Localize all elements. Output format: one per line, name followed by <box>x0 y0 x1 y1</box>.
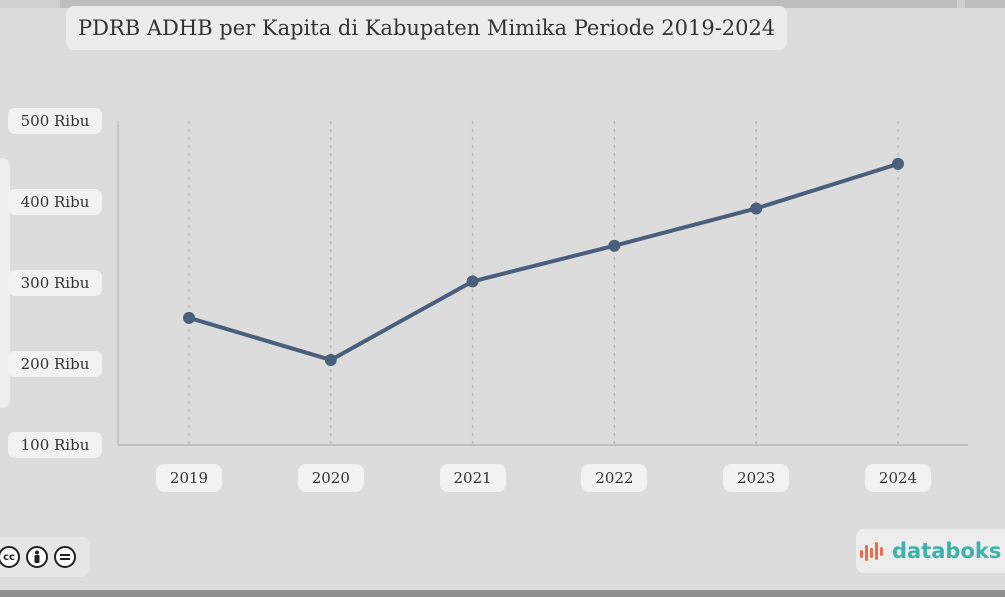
top-edge-right <box>957 0 965 8</box>
y-tick-label: 300 Ribu <box>8 270 102 296</box>
data-point <box>892 157 904 170</box>
data-point <box>466 275 479 288</box>
top-edge-left <box>0 0 60 8</box>
brand-name: databoks <box>892 539 1002 563</box>
bottom-edge <box>0 590 1005 597</box>
x-tick-label: 2020 <box>297 464 364 492</box>
license-badges[interactable]: cc <box>0 537 90 577</box>
x-tick-label: 2019 <box>156 464 222 492</box>
no-derivatives-icon[interactable] <box>54 546 76 568</box>
x-tick-label: 2023 <box>723 464 790 492</box>
series-line <box>187 161 900 362</box>
top-edge <box>0 0 1005 8</box>
left-side-panel <box>0 158 10 408</box>
brand-logo[interactable]: databoks <box>856 529 1005 573</box>
data-point <box>750 202 763 215</box>
attribution-icon[interactable] <box>26 546 48 568</box>
x-tick-label: 2022 <box>581 464 648 492</box>
x-tick-label: 2021 <box>439 464 506 492</box>
grid-layer <box>188 121 899 445</box>
chart-title-box: PDRB ADHB per Kapita di Kabupaten Mimika… <box>66 6 788 50</box>
y-tick-label: 200 Ribu <box>8 351 102 377</box>
creative-commons-icon[interactable]: cc <box>0 546 20 568</box>
y-tick-label: 100 Ribu <box>8 432 102 458</box>
chart-title: PDRB ADHB per Kapita di Kabupaten Mimika… <box>78 16 776 40</box>
data-point <box>608 239 621 252</box>
series-layer <box>183 157 904 366</box>
data-point <box>183 311 195 324</box>
axis-layer <box>117 121 968 446</box>
y-tick-label: 500 Ribu <box>8 108 102 134</box>
y-tick-label: 400 Ribu <box>8 189 102 215</box>
databoks-logo-icon <box>860 542 883 561</box>
x-tick-label: 2024 <box>865 464 931 492</box>
data-point <box>324 353 337 366</box>
equals-glyph <box>60 554 70 560</box>
attribution-glyph <box>34 550 40 563</box>
